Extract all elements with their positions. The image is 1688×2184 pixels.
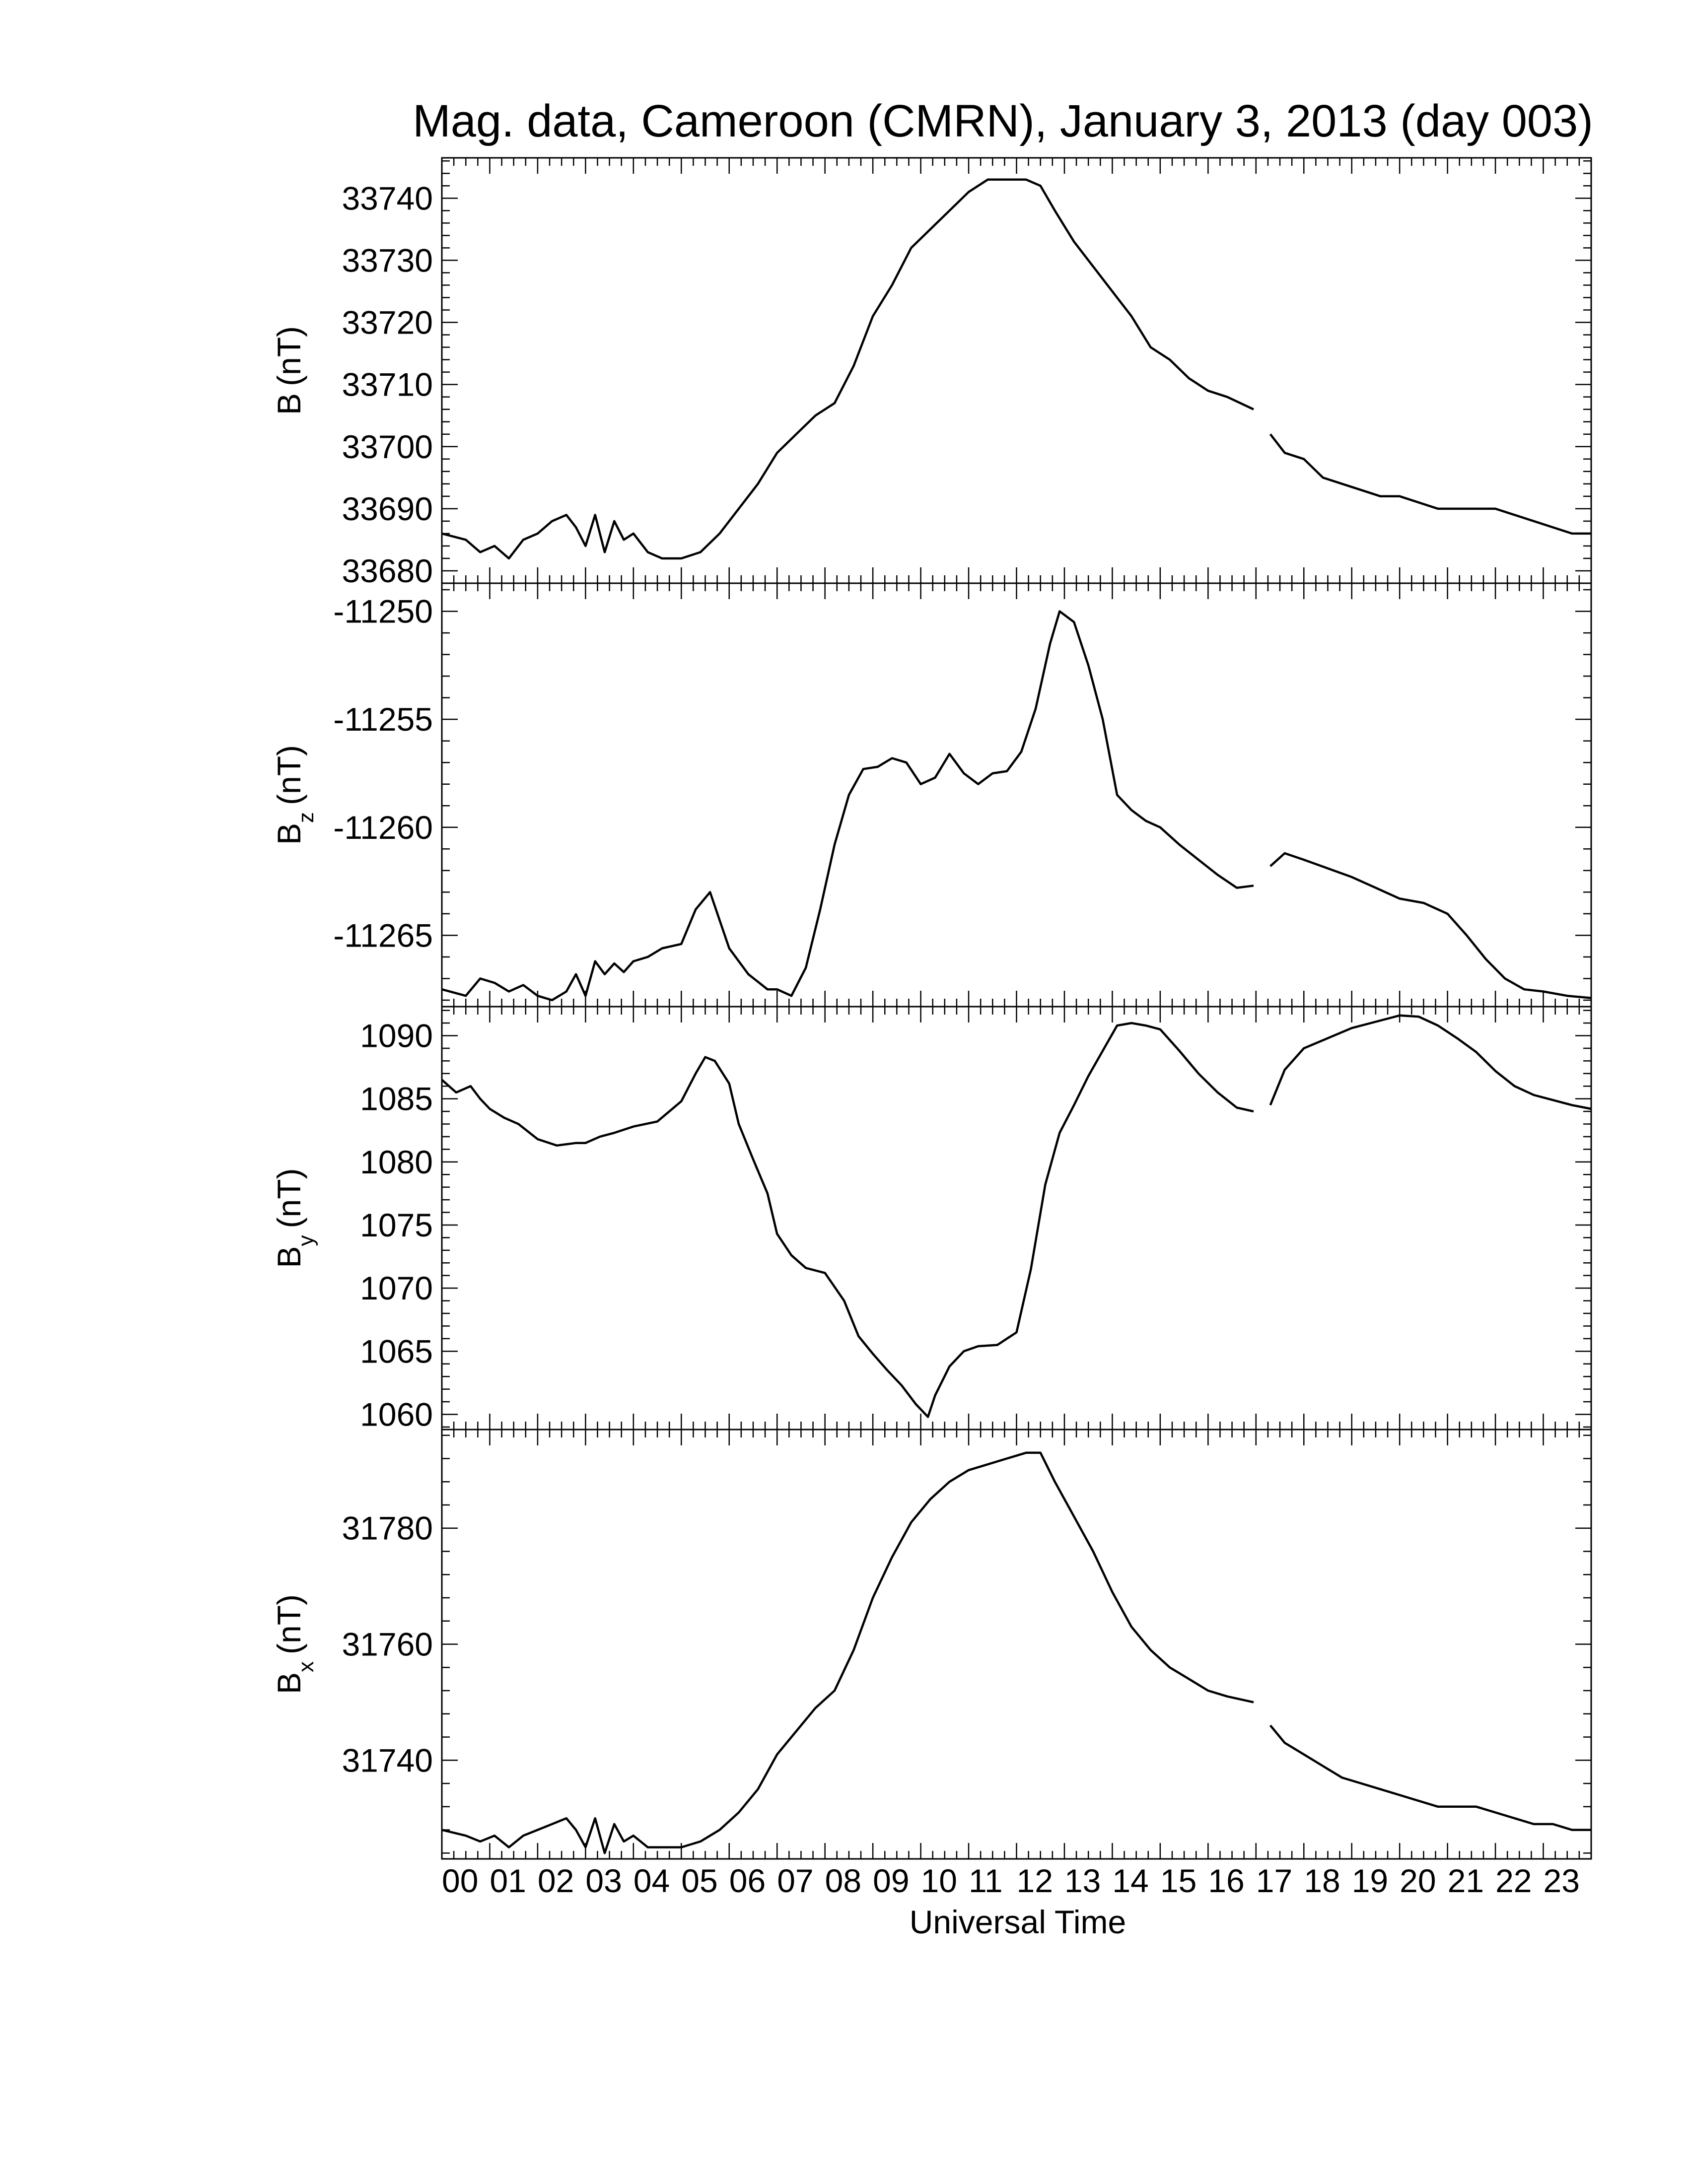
y-tick-label: -11250 [333, 593, 433, 630]
y-axis-title-subscript: z [294, 812, 318, 823]
chart-title: Mag. data, Cameroon (CMRN), January 3, 2… [413, 96, 1593, 146]
y-axis-title-main: B [271, 1672, 307, 1694]
data-line [441, 1022, 1254, 1418]
y-tick-label: 1085 [360, 1081, 433, 1117]
x-tick-label: 09 [873, 1862, 909, 1899]
y-axis-title-unit: (nT) [271, 326, 307, 386]
x-tick-label: 22 [1495, 1862, 1532, 1899]
x-tick-label: 00 [442, 1862, 478, 1899]
panel-frame [441, 157, 1592, 584]
y-tick-label: 31760 [342, 1626, 433, 1663]
y-axis-title-main: B [271, 1246, 307, 1268]
y-tick-label: -11265 [333, 917, 433, 954]
panel-2: -11265 -11260 -11255 -11250 Bz (nT) [271, 582, 1592, 1008]
y-axis-title: By (nT) [271, 1168, 318, 1268]
panel-3: 1060 1065 1070 1075 1080 1085 1090 By (nT) [271, 1006, 1592, 1433]
y-axis-title: Bz (nT) [271, 745, 318, 845]
x-tick-label: 14 [1112, 1862, 1148, 1899]
x-tick-label: 15 [1160, 1862, 1196, 1899]
y-tick-label: 1070 [360, 1270, 433, 1306]
y-axis-title-main: B [271, 823, 307, 845]
panel-1: 33680 33690 33700 33710 33720 33730 33740 B (nT) [271, 157, 1592, 589]
y-tick-label: 33730 [342, 242, 433, 278]
y-tick-label: 33740 [342, 180, 433, 216]
y-tick-label: 33700 [342, 428, 433, 465]
x-tick-label: 10 [921, 1862, 957, 1899]
x-axis-title: Universal Time [910, 1904, 1126, 1940]
y-axis-title: B (nT) [271, 326, 307, 415]
y-tick-label: 33690 [342, 490, 433, 527]
y-axis-title: Bx (nT) [271, 1594, 318, 1694]
x-tick-label: 16 [1208, 1862, 1244, 1899]
x-tick-label: 07 [777, 1862, 813, 1899]
y-axis-title-unit: (nT) [271, 745, 307, 805]
y-tick-label: 31780 [342, 1510, 433, 1547]
panel-frame [441, 1429, 1592, 1860]
x-tick-label: 13 [1064, 1862, 1101, 1899]
y-tick-label: 33680 [342, 552, 433, 589]
x-tick-label: 05 [681, 1862, 717, 1899]
panel-4: 31740 31760 31780 Bx (nT) [271, 1429, 1592, 1860]
x-tick-label: 03 [585, 1862, 622, 1899]
y-tick-label: 1060 [360, 1396, 433, 1433]
x-tick-label: 23 [1544, 1862, 1580, 1899]
x-tick-label: 19 [1352, 1862, 1388, 1899]
x-tick-label: 11 [969, 1862, 1003, 1899]
chart-panels: 33680 33690 33700 33710 33720 33730 33740 B (nT)… [271, 157, 1592, 1860]
y-tick-label: 1080 [360, 1144, 433, 1180]
panel-frame [441, 1006, 1592, 1431]
data-line [1269, 1014, 1592, 1110]
x-tick-labels: 00 01 02 03 04 05 06 07 08 09 10 11 12 13 14 15 16 17 18 19… [442, 1862, 1580, 1899]
data-line [1269, 433, 1591, 535]
data-line [441, 610, 1254, 1002]
x-tick-label: 21 [1448, 1862, 1484, 1899]
x-tick-label: 01 [490, 1862, 526, 1899]
data-line [441, 178, 1254, 560]
y-axis-title-subscript: x [294, 1661, 318, 1672]
y-tick-label: 33720 [342, 304, 433, 341]
y-axis-title-unit: (nT) [271, 1168, 307, 1228]
y-tick-label: 31740 [342, 1742, 433, 1778]
y-tick-label: 1065 [360, 1333, 433, 1369]
y-axis-title-subscript: y [294, 1235, 318, 1246]
y-axis-title-unit: (nT) [271, 1594, 307, 1654]
y-tick-label: 1075 [360, 1207, 433, 1243]
x-tick-label: 20 [1400, 1862, 1436, 1899]
x-tick-label: 04 [633, 1862, 670, 1899]
data-line [1269, 1724, 1591, 1831]
data-line [441, 1451, 1254, 1854]
x-tick-label: 08 [825, 1862, 861, 1899]
y-tick-label: 1090 [360, 1017, 433, 1054]
x-tick-label: 17 [1256, 1862, 1292, 1899]
x-tick-label: 02 [538, 1862, 574, 1899]
data-line [1269, 852, 1592, 999]
y-tick-label: 33710 [342, 366, 433, 403]
x-tick-label: 12 [1017, 1862, 1053, 1899]
x-tick-label: 18 [1304, 1862, 1340, 1899]
panel-frame [441, 582, 1592, 1008]
x-tick-label: 06 [729, 1862, 766, 1899]
y-tick-label: -11260 [333, 809, 433, 846]
y-tick-label: -11255 [333, 701, 433, 738]
y-axis-title-main: B [271, 393, 307, 415]
